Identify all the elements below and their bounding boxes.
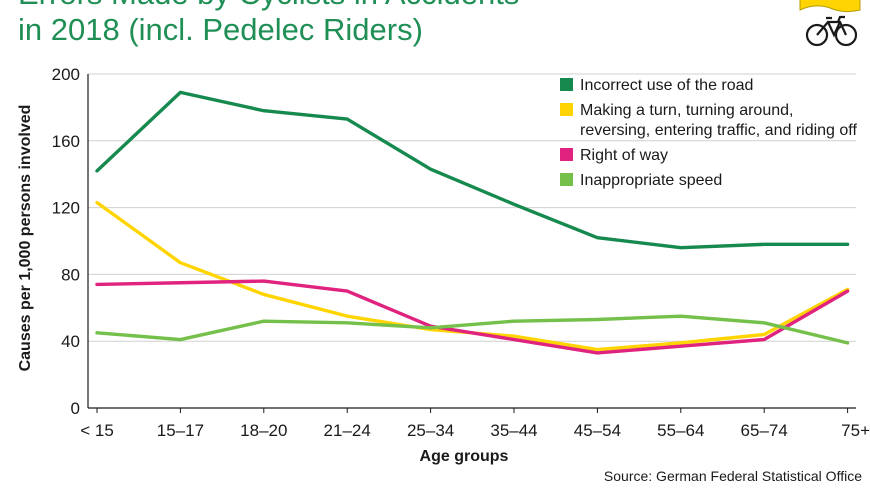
legend-swatch bbox=[560, 148, 573, 161]
legend-swatch bbox=[560, 103, 573, 116]
gridlines bbox=[88, 73, 856, 409]
y-axis-label: Causes per 1,000 persons involved bbox=[17, 105, 34, 372]
y-tick-label: 120 bbox=[52, 199, 80, 218]
x-axis: < 15 15–17 18–20 21–24 25–34 35–44 45–54 55–64 6… bbox=[80, 408, 870, 440]
legend-item: Incorrect use of the road bbox=[560, 77, 753, 94]
y-tick-label: 200 bbox=[52, 65, 80, 84]
x-tick-label: 55–64 bbox=[657, 421, 704, 440]
legend-swatch bbox=[560, 78, 573, 91]
flag-icon bbox=[799, 0, 861, 13]
legend-label: Incorrect use of the road bbox=[580, 77, 753, 94]
legend-item: Right of way bbox=[560, 147, 668, 164]
legend-label: reversing, entering traffic, and riding … bbox=[580, 122, 857, 139]
legend-item: Inappropriate speed bbox=[560, 172, 722, 189]
x-axis-label: Age groups bbox=[420, 448, 509, 465]
y-axis: 0 40 80 120 160 200 bbox=[52, 65, 89, 418]
chart-title-line: Errors Made by Cyclists in Accidents bbox=[18, 0, 519, 11]
x-tick-label: 18–20 bbox=[240, 421, 287, 440]
series-line-1 bbox=[95, 200, 850, 352]
y-tick-label: 80 bbox=[61, 265, 80, 284]
bicycle-icon bbox=[805, 15, 858, 47]
x-tick-label: 45–54 bbox=[574, 421, 621, 440]
y-tick-label: 0 bbox=[71, 399, 80, 418]
legend: Incorrect use of the road Making a turn, … bbox=[560, 77, 857, 189]
x-tick-label: 35–44 bbox=[490, 421, 537, 440]
x-tick-label: < 15 bbox=[80, 421, 114, 440]
series-line-2 bbox=[95, 279, 850, 355]
series-line-3 bbox=[95, 314, 850, 345]
source-note: Source: German Federal Statistical Offic… bbox=[604, 468, 862, 484]
y-tick-label: 40 bbox=[61, 332, 80, 351]
x-tick-label: 25–34 bbox=[407, 421, 454, 440]
x-tick-label: 21–24 bbox=[324, 421, 371, 440]
x-tick-label: 65–74 bbox=[741, 421, 788, 440]
legend-swatch bbox=[560, 173, 573, 186]
series-lines bbox=[95, 90, 850, 355]
legend-label: Right of way bbox=[580, 147, 668, 164]
legend-label: Inappropriate speed bbox=[580, 172, 722, 189]
chart-title-line: in 2018 (incl. Pedelec Riders) bbox=[18, 12, 423, 47]
y-tick-label: 160 bbox=[52, 132, 80, 151]
legend-item: Making a turn, turning around, reversing,… bbox=[560, 102, 857, 139]
legend-label: Making a turn, turning around, bbox=[580, 102, 793, 119]
x-tick-label: 15–17 bbox=[157, 421, 204, 440]
series-line-0 bbox=[95, 90, 850, 250]
x-tick-label: 75+ bbox=[841, 421, 870, 440]
chart-title: Errors Made by Cyclists in Accidentsin 2… bbox=[18, 0, 519, 47]
